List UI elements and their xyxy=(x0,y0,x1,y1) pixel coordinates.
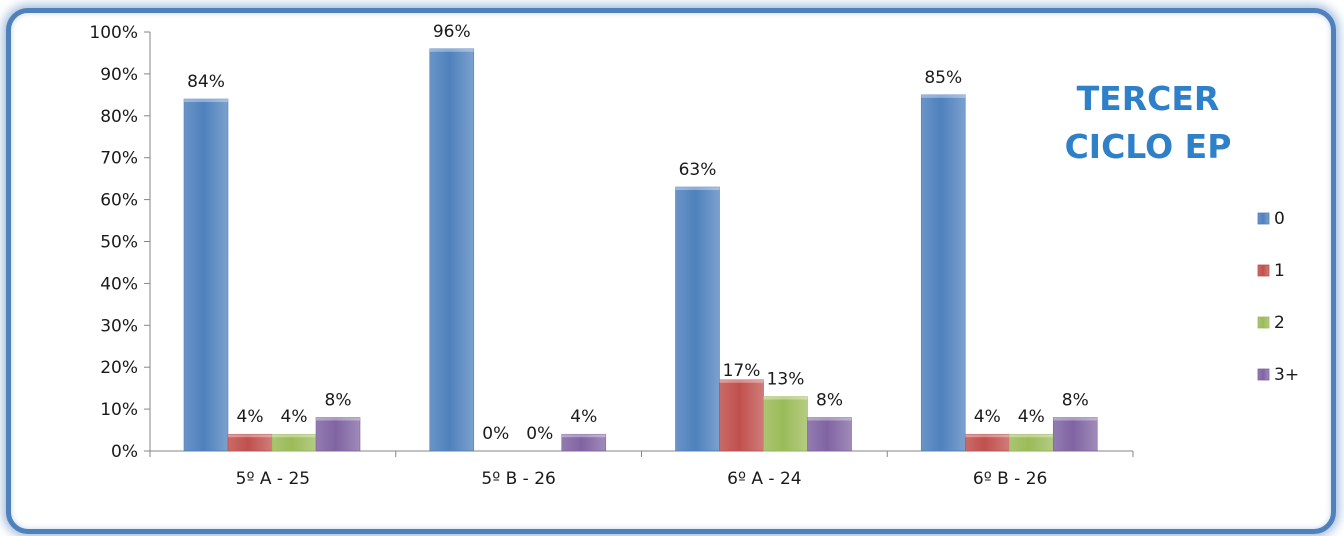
data-label: 4% xyxy=(570,407,597,427)
bar-highlight xyxy=(272,434,316,438)
bar-highlight xyxy=(228,434,272,438)
legend-swatch xyxy=(1257,368,1270,381)
bar-highlight xyxy=(561,434,606,438)
data-label: 4% xyxy=(237,407,264,427)
y-tick-label: 60% xyxy=(100,191,138,211)
data-label: 0% xyxy=(526,424,553,444)
y-tick-label: 70% xyxy=(100,149,138,169)
data-label: 84% xyxy=(187,72,225,92)
legend-swatch xyxy=(1257,264,1270,277)
bar-highlight xyxy=(763,396,808,400)
y-tick-label: 0% xyxy=(111,442,138,462)
data-label: 0% xyxy=(482,424,509,444)
legend-label: 2 xyxy=(1274,313,1285,333)
bar-highlight xyxy=(921,94,966,98)
bar-highlight xyxy=(1009,434,1054,438)
data-label: 96% xyxy=(433,22,471,42)
y-tick-label: 90% xyxy=(100,65,138,85)
x-tick-label: 5º B - 26 xyxy=(481,469,555,489)
data-label: 13% xyxy=(767,370,805,390)
bar-series-3+-3 xyxy=(1052,417,1098,452)
data-label: 4% xyxy=(1018,407,1045,427)
data-label: 8% xyxy=(325,390,352,410)
y-tick-label: 100% xyxy=(89,23,138,43)
y-tick-label: 40% xyxy=(100,274,138,294)
y-tick-label: 80% xyxy=(100,107,138,127)
x-tick-label: 5º A - 25 xyxy=(236,469,310,489)
bar-highlight xyxy=(1053,417,1098,421)
data-label: 8% xyxy=(816,390,843,410)
legend-label: 1 xyxy=(1274,261,1285,281)
bar-series-3+-0 xyxy=(315,417,361,452)
bar-highlight xyxy=(675,187,720,191)
data-labels: 84% 4% 4% 8% 96% 0% 0% 4% 63% 17% 13% 8% 85% 4% 4% 8% xyxy=(187,22,1089,444)
legend-swatch xyxy=(1257,212,1270,225)
bar-series-0-0 xyxy=(183,98,229,452)
data-label: 8% xyxy=(1062,390,1089,410)
data-label: 85% xyxy=(924,68,962,88)
x-tick-label: 6º A - 24 xyxy=(727,469,801,489)
legend-label: 3+ xyxy=(1274,365,1299,385)
data-label: 63% xyxy=(679,160,717,180)
bar-series-1-2 xyxy=(719,379,764,452)
bar-series-3+-2 xyxy=(807,417,852,452)
data-label: 17% xyxy=(723,361,761,381)
bar-series-2-2 xyxy=(763,396,808,452)
bar-series-0-1 xyxy=(429,48,475,452)
chart-title-line-1: TERCER xyxy=(1077,79,1220,118)
bar-highlight xyxy=(429,48,474,52)
y-tick-label: 30% xyxy=(100,316,138,336)
bar-series-0-2 xyxy=(675,186,720,452)
bar-highlight xyxy=(807,417,852,421)
y-tick-label: 20% xyxy=(100,358,138,378)
axes: 0% 10% 20% 30% 40% 50% 60% 70% 80% 90% 100% 5º A - … xyxy=(89,23,1134,489)
bar-highlight xyxy=(184,99,228,103)
bar-series-0-3 xyxy=(920,94,966,452)
chart-title-line-2: CICLO EP xyxy=(1065,127,1232,166)
legend-swatch xyxy=(1257,316,1270,329)
bar-highlight xyxy=(965,434,1010,438)
y-tick-label: 50% xyxy=(100,233,138,253)
data-label: 4% xyxy=(974,407,1001,427)
legend-label: 0 xyxy=(1274,209,1285,229)
data-label: 4% xyxy=(281,407,308,427)
bar-highlight xyxy=(719,379,764,383)
y-tick-label: 10% xyxy=(100,400,138,420)
bar-highlight xyxy=(316,417,360,421)
x-tick-label: 6º B - 26 xyxy=(973,469,1047,489)
legend: 0 1 2 3+ xyxy=(1257,209,1299,385)
bar-series-3+-1 xyxy=(561,433,607,452)
bars xyxy=(183,48,1098,452)
